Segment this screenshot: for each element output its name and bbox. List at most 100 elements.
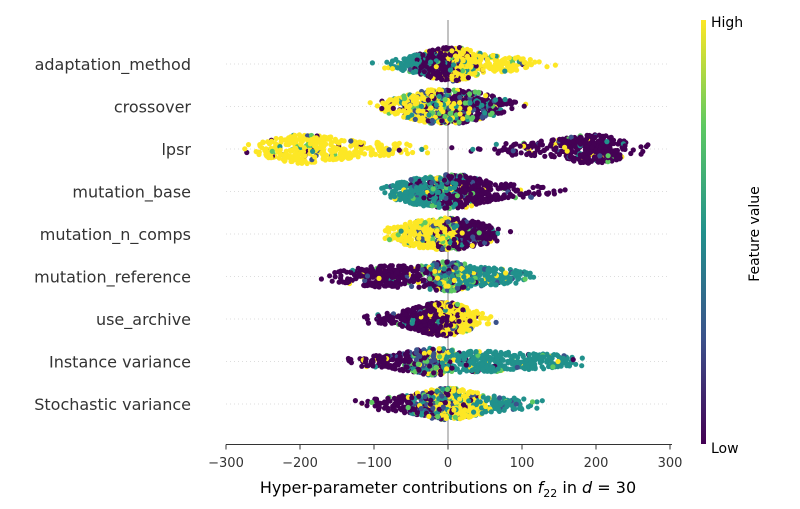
point (427, 74, 433, 80)
point (485, 267, 491, 273)
point (440, 331, 447, 337)
point (327, 273, 333, 279)
point (492, 146, 498, 152)
point (491, 271, 497, 277)
point (388, 280, 394, 286)
point (474, 112, 480, 119)
point (463, 225, 469, 231)
point (427, 88, 433, 94)
point (447, 185, 454, 192)
point (433, 324, 439, 330)
point (513, 188, 519, 194)
swarm-crossover (367, 87, 529, 126)
point (477, 53, 483, 60)
point (392, 100, 398, 106)
point (486, 61, 492, 67)
point (430, 68, 436, 74)
beeswarm-points (242, 45, 651, 423)
point (452, 93, 458, 100)
point (461, 179, 467, 185)
point (438, 105, 444, 112)
point (438, 66, 444, 72)
point (542, 153, 548, 159)
point (365, 145, 371, 151)
point (369, 60, 375, 66)
point (447, 116, 453, 122)
point (490, 67, 496, 73)
point (448, 331, 454, 337)
point (472, 70, 478, 76)
point (442, 97, 448, 103)
point (536, 189, 542, 195)
point (409, 283, 415, 289)
point (406, 58, 412, 64)
point (510, 193, 516, 199)
point (288, 134, 294, 140)
point (449, 193, 455, 199)
point (428, 309, 434, 315)
point (499, 147, 505, 153)
point (459, 230, 465, 236)
point (599, 159, 605, 166)
point (297, 136, 303, 143)
point (433, 287, 439, 293)
point (310, 148, 316, 154)
point (389, 66, 396, 72)
point (493, 141, 499, 147)
point (622, 143, 628, 149)
point (462, 240, 468, 246)
point (386, 152, 392, 158)
point (473, 63, 479, 69)
point (390, 183, 396, 189)
point (414, 57, 420, 63)
point (329, 278, 335, 284)
point (422, 220, 428, 226)
point (403, 238, 409, 244)
point (526, 150, 532, 156)
point (559, 138, 566, 144)
point (328, 141, 334, 147)
point (466, 177, 472, 183)
point (640, 148, 646, 155)
point (451, 101, 457, 107)
point (442, 71, 449, 78)
point (371, 269, 377, 276)
point (453, 265, 459, 271)
point (589, 144, 595, 150)
point (460, 68, 466, 74)
point (292, 151, 298, 157)
point (507, 278, 513, 284)
point (426, 331, 432, 337)
point (479, 223, 485, 229)
point (441, 46, 447, 52)
point (344, 279, 351, 286)
point (484, 56, 490, 63)
point (493, 319, 499, 325)
point (327, 147, 333, 153)
point (434, 69, 440, 75)
point (382, 65, 388, 71)
point (476, 199, 482, 205)
point (435, 189, 442, 195)
point (443, 283, 449, 289)
point (469, 277, 475, 283)
point (473, 59, 479, 65)
point (514, 271, 520, 277)
point (545, 191, 551, 197)
point (585, 160, 591, 166)
point (386, 147, 392, 153)
point (413, 61, 419, 67)
point (320, 156, 326, 162)
point (436, 87, 442, 93)
point (386, 237, 393, 243)
point (495, 150, 501, 156)
point (461, 274, 467, 280)
point (478, 282, 484, 288)
point (571, 158, 577, 164)
point (374, 139, 380, 145)
point (485, 230, 491, 236)
point (508, 68, 514, 74)
point (341, 138, 347, 144)
point (502, 68, 508, 74)
point (418, 103, 424, 109)
